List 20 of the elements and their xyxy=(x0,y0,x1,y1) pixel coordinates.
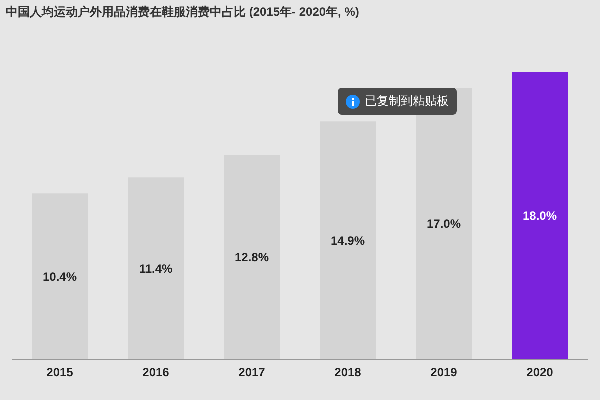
data-label: 12.8% xyxy=(234,250,270,265)
x-tick-label: 2016 xyxy=(142,366,170,380)
bar xyxy=(320,122,376,360)
annotation: 已复制到粘贴板 xyxy=(365,93,449,110)
bar xyxy=(224,155,280,360)
data-label: 18.0% xyxy=(522,209,558,223)
toast-message: 已复制到粘贴板 xyxy=(338,88,457,115)
chart-title: 中国人均运动户外用品消费在鞋服消费中占比 (2015年- 2020年, %) xyxy=(6,4,360,21)
bar xyxy=(512,72,568,360)
x-tick-label: 2018 xyxy=(334,366,362,380)
x-tick-label: 2019 xyxy=(430,366,458,380)
data-label: 10.4% xyxy=(42,270,78,284)
data-label: 11.4% xyxy=(139,262,174,276)
data-label: 14.9% xyxy=(330,234,366,248)
x-tick-label: 2017 xyxy=(238,366,266,380)
bar xyxy=(32,194,88,360)
bar xyxy=(128,178,184,360)
data-label: 17.0% xyxy=(426,217,462,231)
x-tick-label: 2020 xyxy=(526,366,554,380)
x-tick-label: 2015 xyxy=(46,366,74,380)
